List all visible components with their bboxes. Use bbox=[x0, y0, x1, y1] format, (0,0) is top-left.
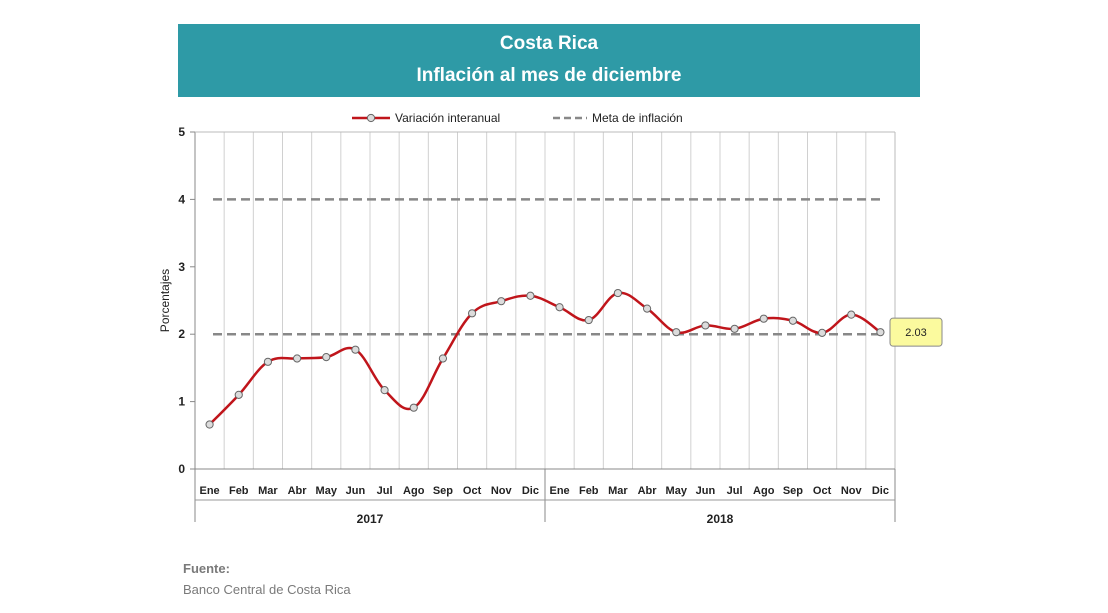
x-tick-label: Mar bbox=[608, 485, 628, 497]
data-point bbox=[788, 316, 798, 325]
annotation: 2.03 bbox=[889, 317, 943, 347]
x-tick-label: Feb bbox=[579, 485, 599, 497]
data-point bbox=[380, 386, 389, 395]
data-point bbox=[613, 288, 623, 298]
x-tick-label: Abr bbox=[638, 485, 658, 497]
x-tick-label: Sep bbox=[783, 485, 803, 497]
data-point bbox=[292, 354, 302, 363]
x-tick-label: Oct bbox=[463, 485, 482, 497]
x-tick-label: Dic bbox=[872, 485, 889, 497]
y-axis-title: Porcentajes bbox=[158, 269, 172, 332]
source-label: Fuente: bbox=[183, 561, 230, 576]
data-point bbox=[759, 314, 768, 323]
axis-labels: 0 1 2 3 4 5 Porcentajes Ene Feb Mar Abr May Jun Jul Ag… bbox=[158, 125, 889, 526]
data-point bbox=[438, 354, 448, 363]
source-note: Fuente: Banco Central de Costa Rica bbox=[183, 561, 351, 597]
reference-lines bbox=[213, 198, 883, 336]
x-tick-label: Ago bbox=[753, 485, 775, 497]
data-point bbox=[847, 310, 856, 319]
x-tick-label: Nov bbox=[841, 485, 863, 497]
data-point bbox=[555, 303, 564, 312]
data-point bbox=[497, 297, 506, 306]
y-tick-label: 0 bbox=[178, 462, 185, 476]
x-tick-label: Ago bbox=[403, 485, 425, 497]
x-tick-label: Jun bbox=[696, 485, 716, 497]
annotation-box bbox=[889, 317, 943, 347]
y-tick-label: 2 bbox=[178, 327, 185, 341]
data-point bbox=[876, 328, 885, 337]
data-point bbox=[817, 328, 827, 337]
x-tick-label: Sep bbox=[433, 485, 453, 497]
y-tick-label: 1 bbox=[178, 395, 185, 409]
y-tick-label: 4 bbox=[178, 192, 185, 206]
x-tick-label: Jul bbox=[727, 485, 743, 497]
data-point bbox=[701, 321, 710, 330]
x-tick-label: Ene bbox=[549, 485, 569, 497]
legend-series-marker bbox=[366, 113, 376, 123]
series-group bbox=[205, 288, 885, 429]
data-point bbox=[263, 357, 273, 366]
chart-title-banner: Costa Rica Inflación al mes de diciembre bbox=[178, 24, 920, 97]
x-tick-label: Jun bbox=[346, 485, 366, 497]
group-label: 2018 bbox=[707, 512, 734, 526]
vertical-gridlines bbox=[223, 132, 867, 469]
x-tick-label: May bbox=[666, 485, 688, 497]
x-tick-label: Dic bbox=[522, 485, 539, 497]
legend-reference-label: Meta de inflación bbox=[592, 111, 683, 125]
x-tick-label: Mar bbox=[258, 485, 278, 497]
chart-axes bbox=[190, 131, 896, 522]
data-point bbox=[642, 304, 652, 313]
data-point bbox=[730, 324, 739, 333]
x-tick-label: Nov bbox=[491, 485, 513, 497]
annotation-label: 2.03 bbox=[905, 327, 926, 339]
y-tick-label: 3 bbox=[178, 260, 185, 274]
x-tick-label: Ene bbox=[199, 485, 219, 497]
chart-title: Inflación al mes de diciembre bbox=[416, 65, 682, 86]
x-tick-label: Oct bbox=[813, 485, 832, 497]
data-point bbox=[351, 345, 360, 354]
data-point bbox=[234, 390, 243, 399]
x-tick-label: Abr bbox=[288, 485, 308, 497]
x-tick-label: Jul bbox=[377, 485, 393, 497]
data-point bbox=[205, 420, 214, 429]
x-tick-label: Feb bbox=[229, 485, 249, 497]
data-point bbox=[672, 328, 681, 337]
group-label: 2017 bbox=[357, 512, 384, 526]
data-point bbox=[409, 403, 418, 412]
data-point bbox=[322, 353, 331, 362]
legend: Variación interanual Meta de inflación bbox=[352, 111, 683, 125]
source-text: Banco Central de Costa Rica bbox=[183, 582, 351, 597]
chart-title-country: Costa Rica bbox=[499, 33, 599, 54]
data-point bbox=[584, 315, 593, 325]
x-tick-label: May bbox=[316, 485, 338, 497]
data-point bbox=[526, 291, 535, 300]
data-point bbox=[467, 309, 477, 318]
legend-series-label: Variación interanual bbox=[395, 111, 500, 125]
y-tick-label: 5 bbox=[178, 125, 185, 139]
